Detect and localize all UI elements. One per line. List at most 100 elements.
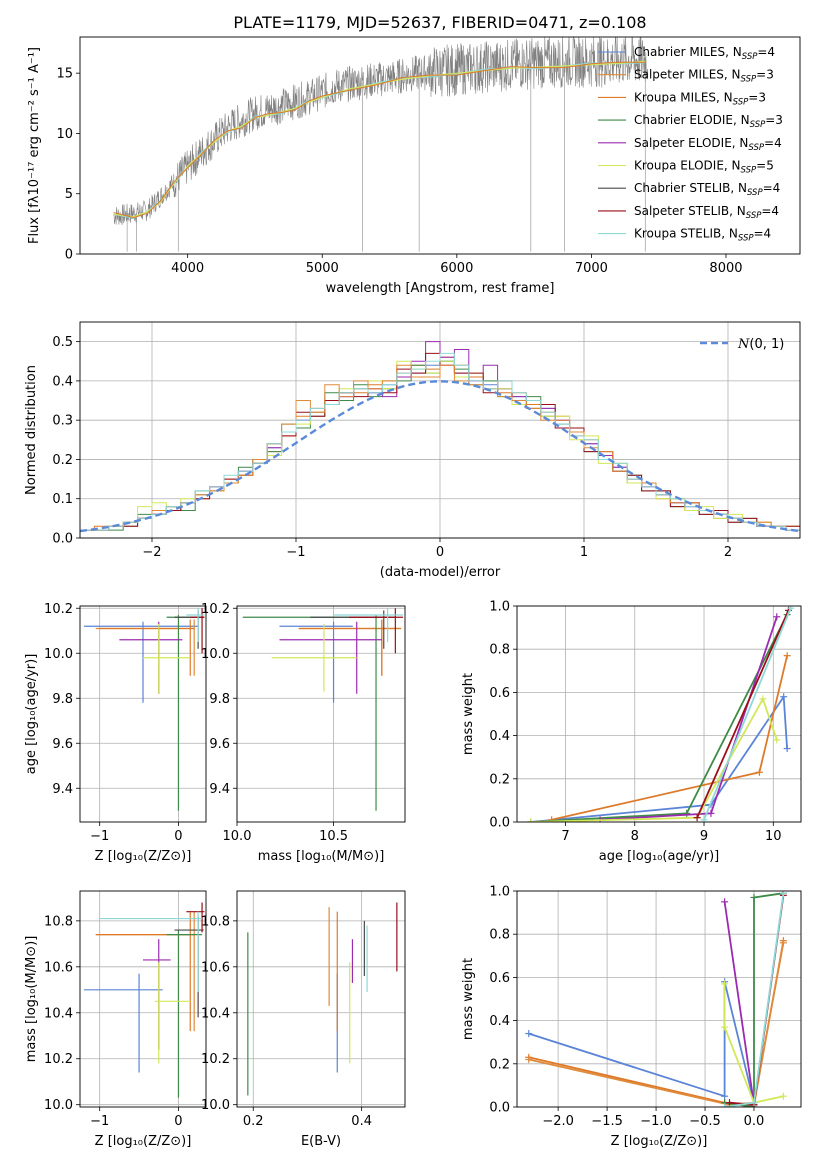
axes-frame: −1 0 9.4 9.6 9.8 10.0 10.2 Z [log₁₀(Z/Z⊙)] age [… [24, 602, 207, 864]
plot-area [525, 891, 787, 1107]
axes-frame: 4000 5000 6000 7000 8000 0 5 10 15 wavelength [An… [27, 36, 801, 296]
axes-frame: 10.0 10.5 9.4 9.6 9.8 10.0 10.2 mass [log₁₀(M/M… [201, 602, 406, 864]
model-spectrum-line [113, 62, 646, 219]
y-tick-label: 0.4 [52, 374, 73, 389]
model-spectrum-line [113, 61, 646, 219]
y-tick-label: 5 [65, 187, 73, 202]
y-tick-label: 0.6 [489, 971, 510, 986]
legend-subscript: SSP [738, 234, 754, 244]
legend-text: =3 [756, 68, 774, 82]
plus-marker [721, 1103, 729, 1107]
plot-area [83, 902, 205, 1098]
plot-area [527, 606, 795, 822]
legend-entry: Kroupa ELODIE, NSSP=5 [634, 159, 774, 176]
axes-spine [236, 605, 406, 823]
mass-weight-series [528, 980, 755, 1107]
mass-weight-series [729, 895, 785, 1106]
legend-entry: Chabrier STELIB, NSSP=4 [634, 181, 780, 198]
x-tick-label: 0.0 [744, 1114, 765, 1129]
legend-subscript: SSP [741, 166, 757, 176]
x-tick-label: −2 [142, 545, 161, 560]
plus-marker [779, 939, 787, 947]
y-tick-label: 9.6 [52, 737, 73, 752]
y-tick-label: 0.2 [489, 772, 510, 787]
errorbar-point [154, 962, 191, 1064]
y-tick-label: 0.3 [52, 414, 73, 429]
y-tick-label: 0.1 [52, 492, 73, 507]
x-tick-label: 0.4 [351, 1114, 372, 1129]
legend-subscript: SSP [733, 97, 749, 107]
plus-marker [750, 893, 758, 901]
residual-legend: N(0, 1) [700, 337, 784, 352]
legend-text: =4 [761, 204, 779, 218]
x-tick-label: 7 [561, 829, 569, 844]
observed-spectrum [113, 37, 649, 225]
y-tick-label: 0.5 [52, 335, 73, 350]
legend-text: Salpeter ELODIE, N [634, 136, 748, 150]
x-tick-label: 0 [174, 829, 182, 844]
legend-entry: N(0, 1) [737, 337, 784, 352]
y-tick-label: 15 [56, 67, 73, 82]
legend-subscript: SSP [742, 52, 758, 62]
axes-spine [516, 890, 802, 1108]
y-tick-label: 10 [56, 127, 73, 142]
axes-frame: 7 8 9 10 0.0 0.2 0.4 0.6 0.8 1.0 age [log₁₀(age/yr… [461, 600, 802, 864]
panel-mass_vs_Z: −1 0 10.0 10.2 10.4 10.6 10.8 Z [log₁₀(Z/Z⊙)] ma… [24, 890, 207, 1149]
axes-spine [79, 36, 801, 255]
x-tick-label: 4000 [171, 261, 204, 276]
legend-entry: Salpeter ELODIE, NSSP=4 [634, 136, 782, 153]
plus-marker [721, 898, 729, 906]
y-tick-label: 10.0 [201, 647, 230, 662]
legend-entry: Chabrier ELODIE, NSSP=3 [634, 113, 783, 130]
y-axis-label: mass weight [461, 673, 476, 755]
plus-marker [779, 891, 787, 897]
y-tick-label: 10.8 [201, 914, 230, 929]
figure-title: PLATE=1179, MJD=52637, FIBERID=0471, z=0… [233, 13, 646, 32]
y-tick-label: 9.4 [52, 782, 73, 797]
panel-massweight_vs_Z: −2.0 −1.5 −1.0 −0.5 0.0 0.0 0.2 0.4 0.6 0.8 1.0 Z [… [461, 885, 802, 1149]
y-tick-label: 0.0 [489, 1101, 510, 1116]
legend-text: =4 [754, 227, 772, 241]
plus-marker [726, 1099, 734, 1107]
x-tick-label: −2.0 [542, 1114, 574, 1129]
axes-spine [236, 890, 406, 1108]
legend-text: =3 [765, 113, 783, 127]
y-tick-label: 9.4 [209, 782, 230, 797]
plot-area [83, 608, 205, 811]
mass-weight-series [551, 655, 788, 821]
legend-subscript: SSP [746, 211, 762, 221]
x-tick-label: −1 [90, 1114, 109, 1129]
legend-subscript: SSP [750, 120, 766, 130]
panel-massweight_vs_age: 7 8 9 10 0.0 0.2 0.4 0.6 0.8 1.0 age [log₁₀(age/yr… [461, 600, 802, 864]
errorbar-point [271, 624, 357, 692]
x-tick-label: 6000 [440, 261, 473, 276]
plus-marker [750, 1099, 758, 1107]
errorbar-point [143, 939, 171, 1050]
legend-entry: Salpeter STELIB, NSSP=4 [634, 204, 779, 221]
y-tick-label: 10.2 [44, 1052, 73, 1067]
plot-area [242, 608, 404, 811]
plot-area [113, 37, 649, 252]
legend-text: =4 [757, 45, 775, 59]
mass-weight-series [530, 695, 788, 822]
y-tick-label: 10.4 [201, 1006, 230, 1021]
y-tick-label: 10.0 [44, 647, 73, 662]
axes-spine [79, 890, 207, 1108]
y-tick-label: 10.0 [44, 1098, 73, 1113]
x-tick-label: −1 [286, 545, 305, 560]
y-tick-label: 0.0 [52, 532, 73, 547]
axes-frame: −2 −1 0 1 2 0.0 0.1 0.2 0.3 0.4 0.5 (data-model)/er… [24, 321, 801, 580]
legend-entry: Salpeter MILES, NSSP=3 [634, 68, 774, 85]
y-tick-label: 10.8 [44, 914, 73, 929]
plus-marker [783, 652, 791, 660]
errorbar-point [349, 608, 404, 654]
errorbar-point [333, 608, 404, 642]
x-tick-label: −1.0 [640, 1114, 672, 1129]
legend-text: =4 [763, 181, 781, 195]
errorbar-point [83, 621, 199, 703]
errorbar-point [186, 608, 205, 642]
x-tick-label: 10 [765, 829, 782, 844]
plus-marker [721, 1092, 729, 1100]
